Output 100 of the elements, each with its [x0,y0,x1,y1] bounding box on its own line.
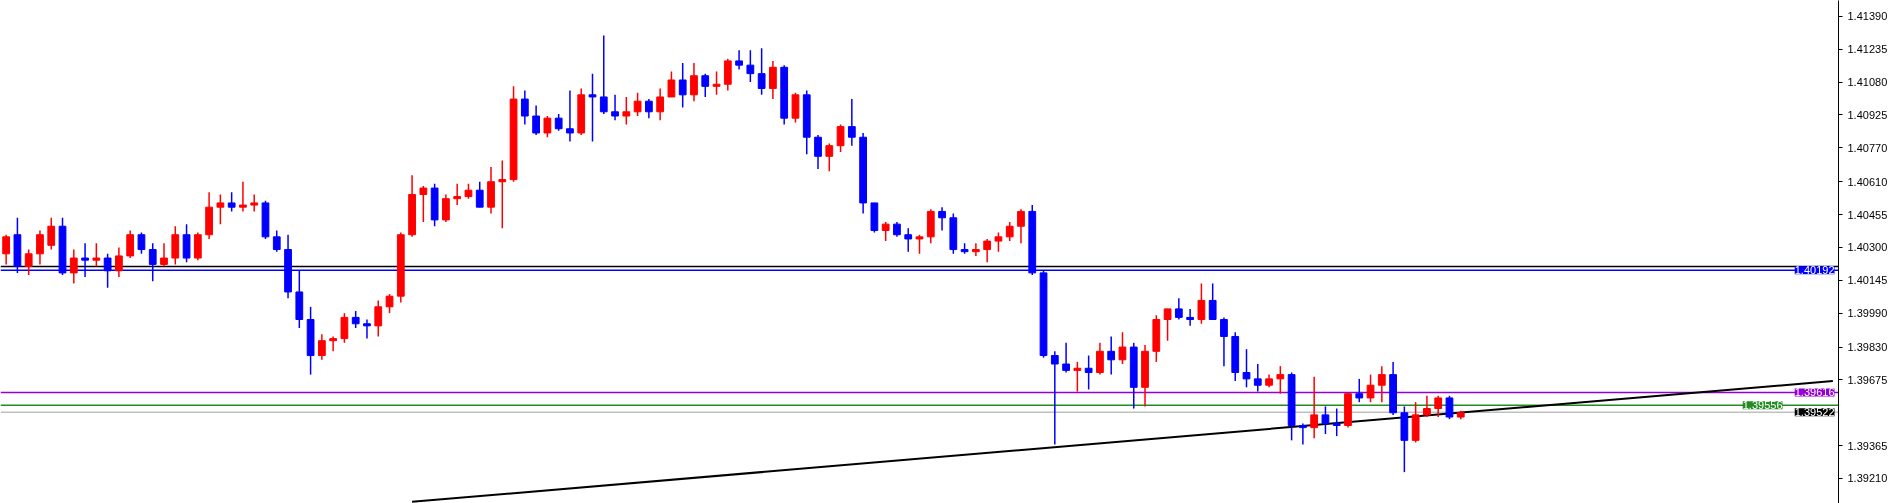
candlestick [250,193,259,213]
candlestick [329,335,338,353]
candlestick [678,62,687,109]
candlestick [972,242,980,257]
candlestick [735,49,743,71]
candlestick [757,47,766,96]
candlestick [1163,308,1172,342]
candlestick [746,49,755,83]
candlestick [588,72,597,143]
candlestick [644,98,653,119]
y-tick-label: 1.41235 [1847,43,1888,56]
candlestick [520,89,529,126]
candlestick [656,87,665,122]
candlestick [723,58,732,92]
candlestick [1186,308,1195,327]
candlestick [92,242,101,268]
candlestick [36,229,44,266]
candlestick [690,62,698,102]
y-tick-label: 1.40770 [1847,141,1888,154]
candlestick [543,115,552,138]
candlestick [1017,208,1025,244]
candlestick [385,293,394,314]
candlestick [836,123,845,153]
y-tick-label: 1.40145 [1847,274,1888,287]
candlestick [1445,395,1454,420]
candlestick [701,72,710,98]
candlestick [847,98,856,147]
candlestick [622,96,631,126]
candlestick [363,318,371,340]
candlestick [115,246,123,278]
candlestick [137,231,146,255]
candlestick [1220,316,1228,367]
candlestick [171,225,180,266]
candlestick [1073,361,1082,393]
candlestick [1084,354,1093,391]
candlestick [1096,342,1104,376]
candlestick [1062,342,1070,374]
y-tick-label: 1.40610 [1847,175,1888,188]
candlestick [239,180,247,213]
candlestick [126,229,135,259]
y-tick-label: 1.39365 [1847,439,1888,452]
candlestick [712,70,721,96]
candlestick [915,233,924,255]
candlestick [453,183,462,206]
candlestick [1366,373,1375,403]
y-tick-label: 1.39675 [1847,373,1888,386]
candlestick [769,60,777,100]
candlestick [1208,282,1217,321]
candlestick [1332,407,1341,437]
candlestick [1434,395,1443,418]
candlestick [272,229,281,253]
candlestick [1377,365,1386,403]
ref-line-label: 1.39556 [1742,399,1783,412]
candlestick [881,221,890,242]
candlestick [611,94,619,122]
candlestick [938,206,946,232]
candlestick [160,242,168,268]
candlestick [1321,405,1330,435]
candlestick [1174,297,1183,321]
candlestick [814,134,822,170]
candlestick [791,91,800,124]
candlestick [983,238,992,264]
candlestick [419,185,428,223]
candlestick [532,104,540,136]
candlestick [317,333,326,361]
candlestick [340,312,349,344]
candlestick [227,191,236,213]
y-tick-label: 1.39210 [1847,472,1888,485]
y-tick-label: 1.39990 [1847,307,1888,320]
candlestick [216,193,225,225]
y-tick-label: 1.40925 [1847,108,1888,121]
candlestick [1197,282,1206,325]
candlestick [182,223,191,264]
candlestick [994,231,1003,253]
candlestick [1310,375,1319,439]
candlestick [442,193,450,223]
candlestick [1118,331,1127,365]
candlestick [193,231,202,261]
candlestick [904,227,913,253]
candlestick [1253,363,1262,393]
candlestick [566,89,574,143]
candlestick [2,233,11,266]
y-tick-label: 1.41390 [1847,10,1888,23]
candlestick [1299,422,1307,446]
candlestick [825,142,834,172]
y-tick-label: 1.40455 [1847,208,1888,221]
candlestick [1355,378,1364,403]
candlestick [1107,335,1116,376]
candlestick [47,217,56,251]
candlestick [1423,395,1431,418]
candlestick [599,34,608,115]
ref-line-label: 1.39522 [1794,406,1835,419]
candlestick [667,70,676,98]
ref-line-label: 1.40192 [1794,264,1835,277]
candlestick [24,248,33,276]
ref-line-label: 1.39616 [1794,386,1835,399]
y-tick-label: 1.40300 [1847,241,1888,254]
y-tick-label: 1.39830 [1847,341,1888,354]
candlestick [475,180,484,208]
candlestick [1276,365,1285,395]
